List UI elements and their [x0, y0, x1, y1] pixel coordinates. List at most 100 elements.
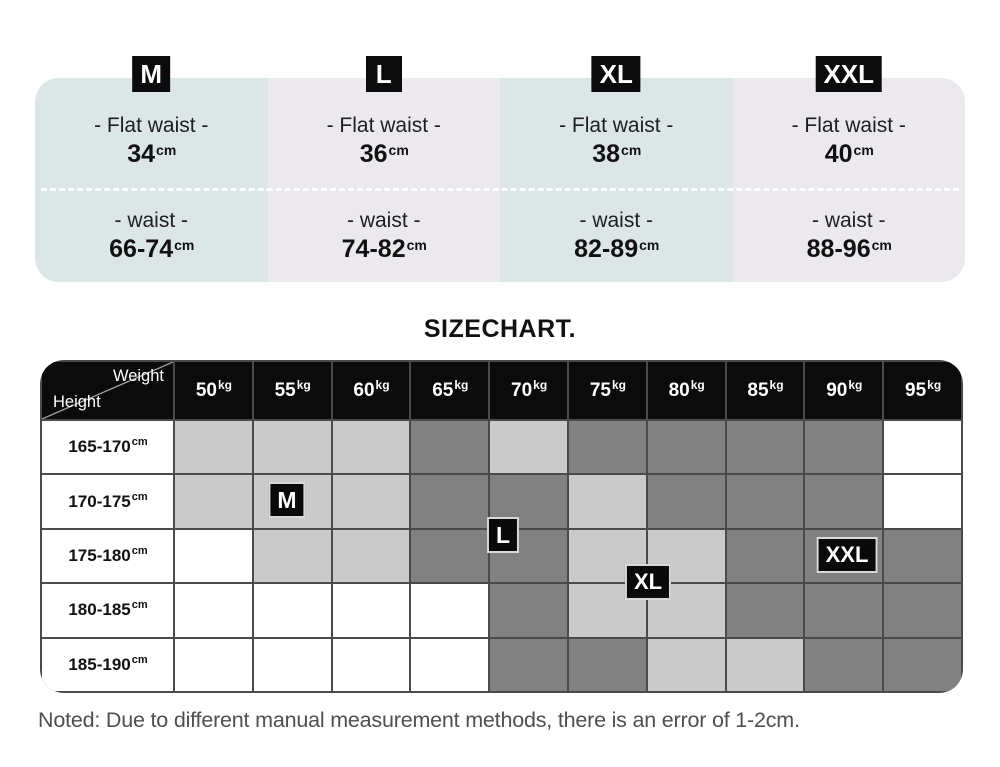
flat-waist-label: - Flat waist - [94, 113, 209, 137]
size-cell-dark [726, 475, 804, 528]
height-row-label: 175-180 cm [42, 529, 173, 583]
weight-header-cell: 90 kg [805, 362, 883, 419]
size-cell-dark [411, 529, 489, 583]
waist-value: 82-89cm [574, 234, 660, 267]
flat-waist-label: - Flat waist - [791, 113, 906, 137]
waist-number: 66-74 [109, 234, 174, 263]
size-cell-white [175, 638, 252, 691]
size-cell-white [411, 638, 489, 691]
waist-value: 66-74cm [109, 234, 194, 267]
weight-header-cell: 65 kg [411, 362, 489, 419]
size-cell-light [253, 529, 331, 583]
size-panels: M - Flat waist - 34cm - waist - 66-74cm … [35, 56, 966, 282]
unit-cm: cm [406, 236, 427, 253]
flat-waist-value: 36cm [359, 139, 409, 172]
size-cell-dark [490, 638, 567, 691]
size-cell-light [490, 421, 567, 474]
size-cell-dark [805, 421, 883, 474]
waist-number: 88-96 [806, 234, 871, 263]
size-cell-dark [569, 421, 646, 474]
size-panel-l: L - Flat waist - 36cm - waist - 74-82cm [267, 56, 501, 282]
weight-header-cell: 80 kg [647, 362, 725, 419]
flat-waist-block-l: - Flat waist - 36cm [268, 78, 501, 190]
unit-cm: cm [156, 141, 177, 158]
weight-header-cell: 85 kg [726, 362, 804, 419]
panel-dashed-divider [41, 188, 959, 191]
waist-block-m: - waist - 66-74cm [35, 190, 268, 282]
table-size-badge-m: M [268, 482, 306, 518]
size-cell-light [332, 529, 410, 583]
size-cell-dark [805, 475, 883, 528]
waist-label: - waist - [579, 208, 654, 232]
unit-cm: cm [639, 236, 660, 253]
size-cell-dark [647, 421, 725, 474]
waist-label: - waist - [812, 208, 886, 232]
waist-block-xxl: - waist - 88-96cm [733, 190, 966, 282]
weight-header-cell: 60 kg [332, 362, 410, 419]
waist-number: 74-82 [341, 234, 406, 263]
waist-block-l: - waist - 74-82cm [268, 190, 501, 282]
height-row-label: 180-185 cm [42, 584, 173, 637]
corner-weight-label: Weight [112, 367, 164, 385]
size-cell-white [332, 584, 410, 637]
waist-label: - waist - [114, 208, 189, 232]
size-cell-white [175, 584, 252, 637]
size-badge-m: M [132, 56, 171, 92]
size-cell-light [647, 638, 725, 691]
flat-waist-block-m: - Flat waist - 34cm [35, 78, 268, 190]
flat-waist-value: 34cm [127, 139, 177, 172]
table-size-badge-l: L [486, 517, 520, 553]
size-cell-dark [805, 584, 883, 637]
flat-waist-number: 40 [824, 139, 853, 168]
size-cell-dark [884, 529, 961, 583]
flat-waist-block-xl: - Flat waist - 38cm [500, 78, 733, 190]
weight-header-cell: 95 kg [884, 362, 961, 419]
height-row-label: 170-175 cm [42, 475, 173, 528]
flat-waist-label: - Flat waist - [326, 113, 441, 137]
size-cell-dark [726, 529, 804, 583]
size-cell-white [253, 638, 331, 691]
size-cell-dark [884, 638, 961, 691]
flat-waist-label: - Flat waist - [559, 113, 674, 137]
size-cell-dark [569, 638, 646, 691]
size-cell-dark [411, 475, 489, 528]
waist-label: - waist - [347, 208, 421, 232]
page-title: SIZECHART. [423, 315, 577, 343]
size-cell-dark [647, 475, 725, 528]
flat-waist-value: 40cm [824, 139, 874, 172]
unit-cm: cm [621, 141, 642, 158]
weight-header-cell: 50 kg [175, 362, 252, 419]
waist-number: 82-89 [574, 234, 639, 263]
size-cell-white [253, 584, 331, 637]
weight-header-cell: 55 kg [253, 362, 331, 419]
size-cell-dark [490, 584, 567, 637]
size-cell-light [253, 421, 331, 474]
size-cell-dark [411, 421, 489, 474]
size-cell-dark [726, 584, 804, 637]
measurement-note: Noted: Due to different manual measureme… [38, 708, 800, 732]
size-cell-white [884, 421, 961, 474]
size-table: Weight Height 50 kg 55 kg 60 kg 65 kg 70 kg 75 kg 80… [40, 360, 963, 693]
size-cell-light [175, 421, 252, 474]
size-cell-white [332, 638, 410, 691]
size-cell-light [332, 475, 410, 528]
waist-value: 88-96cm [806, 234, 892, 267]
table-size-badge-xxl: XXL [816, 537, 878, 573]
size-cell-light [175, 475, 252, 528]
size-panel-m: M - Flat waist - 34cm - waist - 66-74cm [35, 56, 268, 282]
flat-waist-number: 36 [359, 139, 388, 168]
waist-value: 74-82cm [341, 234, 427, 267]
height-row-label: 165-170 cm [42, 421, 173, 474]
size-cell-light [569, 475, 646, 528]
size-cell-dark [726, 421, 804, 474]
table-size-badge-xl: XL [624, 564, 672, 600]
flat-waist-value: 38cm [592, 139, 642, 172]
size-cell-dark [884, 584, 961, 637]
size-cell-white [884, 475, 961, 528]
height-row-label: 185-190 cm [42, 638, 173, 691]
unit-cm: cm [871, 236, 892, 253]
waist-block-xl: - waist - 82-89cm [500, 190, 733, 282]
size-panel-xl: XL - Flat waist - 38cm - waist - 82-89cm [500, 56, 733, 282]
size-cell-dark [805, 638, 883, 691]
